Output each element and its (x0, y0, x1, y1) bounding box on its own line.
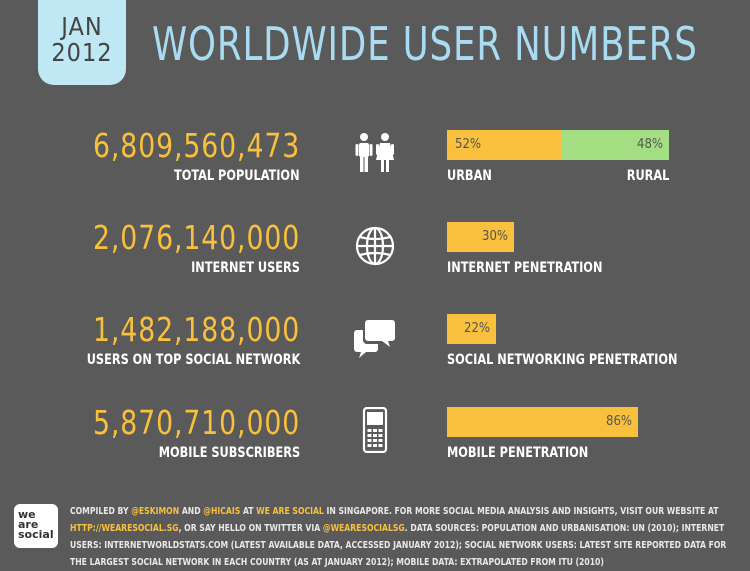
speech-bubbles-icon (354, 320, 395, 358)
stat-value: 2,076,140,000 (92, 218, 300, 257)
credit-text: AT (240, 506, 257, 517)
rural-bar: 48% (562, 130, 669, 160)
page-title: WORLDWIDE USER NUMBERS (152, 17, 698, 71)
urban-label: URBAN (447, 168, 492, 184)
we-are-social-logo: we are social (14, 504, 58, 548)
credit-link[interactable]: @ESKIMON (131, 506, 180, 517)
internet-penetration-bar: 30% (447, 222, 514, 252)
globe-icon (355, 226, 395, 266)
credit-text: COMPILED BY (70, 506, 132, 517)
urban-rural-bar: 52% 48% (447, 130, 669, 160)
stat-row-population: 6,809,560,473 TOTAL POPULATION 52% 48% U… (0, 128, 750, 208)
mobile-phone-icon (362, 407, 388, 453)
credit-link[interactable]: HTTP://WEARESOCIAL.SG (70, 523, 179, 534)
stat-row-internet: 2,076,140,000 INTERNET USERS 30% INTERNE… (0, 220, 750, 300)
urban-bar: 52% (447, 130, 562, 160)
internet-penetration-track: 30% (447, 222, 669, 252)
credit-link[interactable]: @HICAIS (203, 506, 241, 517)
bar-label: MOBILE PENETRATION (447, 445, 589, 461)
stat-label: USERS ON TOP SOCIAL NETWORK (86, 352, 300, 368)
credit-text: AND (179, 506, 204, 517)
credit-text: , OR SAY HELLO ON TWITTER VIA (178, 523, 323, 534)
date-badge: JAN 2012 (38, 0, 126, 85)
stat-label: MOBILE SUBSCRIBERS (158, 445, 300, 461)
social-penetration-bar: 22% (447, 314, 496, 344)
bar-label: INTERNET PENETRATION (447, 260, 603, 276)
credit-link[interactable]: @WEARESOCIALSG (322, 523, 405, 534)
credit-link[interactable]: WE ARE SOCIAL (256, 506, 324, 517)
stat-value: 6,809,560,473 (92, 126, 300, 165)
stat-label: INTERNET USERS (191, 260, 300, 276)
footer: we are social COMPILED BY @ESKIMON AND @… (0, 493, 750, 568)
people-icon (355, 133, 394, 172)
rural-label: RURAL (626, 168, 669, 184)
stat-value: 1,482,188,000 (92, 310, 300, 349)
stat-row-social: 1,482,188,000 USERS ON TOP SOCIAL NETWOR… (0, 312, 750, 392)
date-year: 2012 (51, 38, 113, 67)
stat-row-mobile: 5,870,710,000 MOBILE SUBSCRIBERS 86% MOB… (0, 405, 750, 485)
mobile-penetration-bar: 86% (447, 407, 638, 437)
date-month: JAN (61, 12, 103, 41)
credit-text: IN SINGAPORE. FOR MORE SOCIAL MEDIA ANAL… (323, 506, 719, 517)
bar-label: SOCIAL NETWORKING PENETRATION (447, 352, 678, 368)
stat-value: 5,870,710,000 (92, 403, 300, 442)
mobile-penetration-track: 86% (447, 407, 669, 437)
stat-label: TOTAL POPULATION (174, 168, 300, 184)
social-penetration-track: 22% (447, 314, 669, 344)
footer-credits: COMPILED BY @ESKIMON AND @HICAIS AT WE A… (70, 503, 736, 571)
